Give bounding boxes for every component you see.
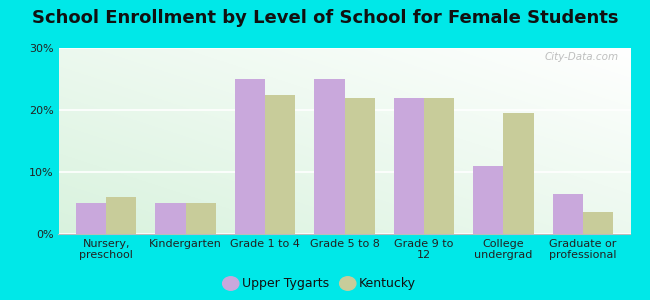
Text: School Enrollment by Level of School for Female Students: School Enrollment by Level of School for… [32, 9, 618, 27]
Text: Kentucky: Kentucky [359, 277, 416, 290]
Bar [186, 203, 216, 234]
Bar [503, 113, 534, 234]
Bar [424, 98, 454, 234]
Bar [155, 203, 186, 234]
Bar [473, 166, 503, 234]
Bar [106, 197, 136, 234]
Bar [265, 94, 295, 234]
Bar [344, 98, 374, 234]
Bar [315, 79, 344, 234]
Text: City-Data.com: City-Data.com [545, 52, 619, 62]
Bar [235, 79, 265, 234]
Bar [76, 203, 106, 234]
Bar [552, 194, 583, 234]
Bar [394, 98, 424, 234]
Text: Upper Tygarts: Upper Tygarts [242, 277, 329, 290]
Bar [583, 212, 613, 234]
